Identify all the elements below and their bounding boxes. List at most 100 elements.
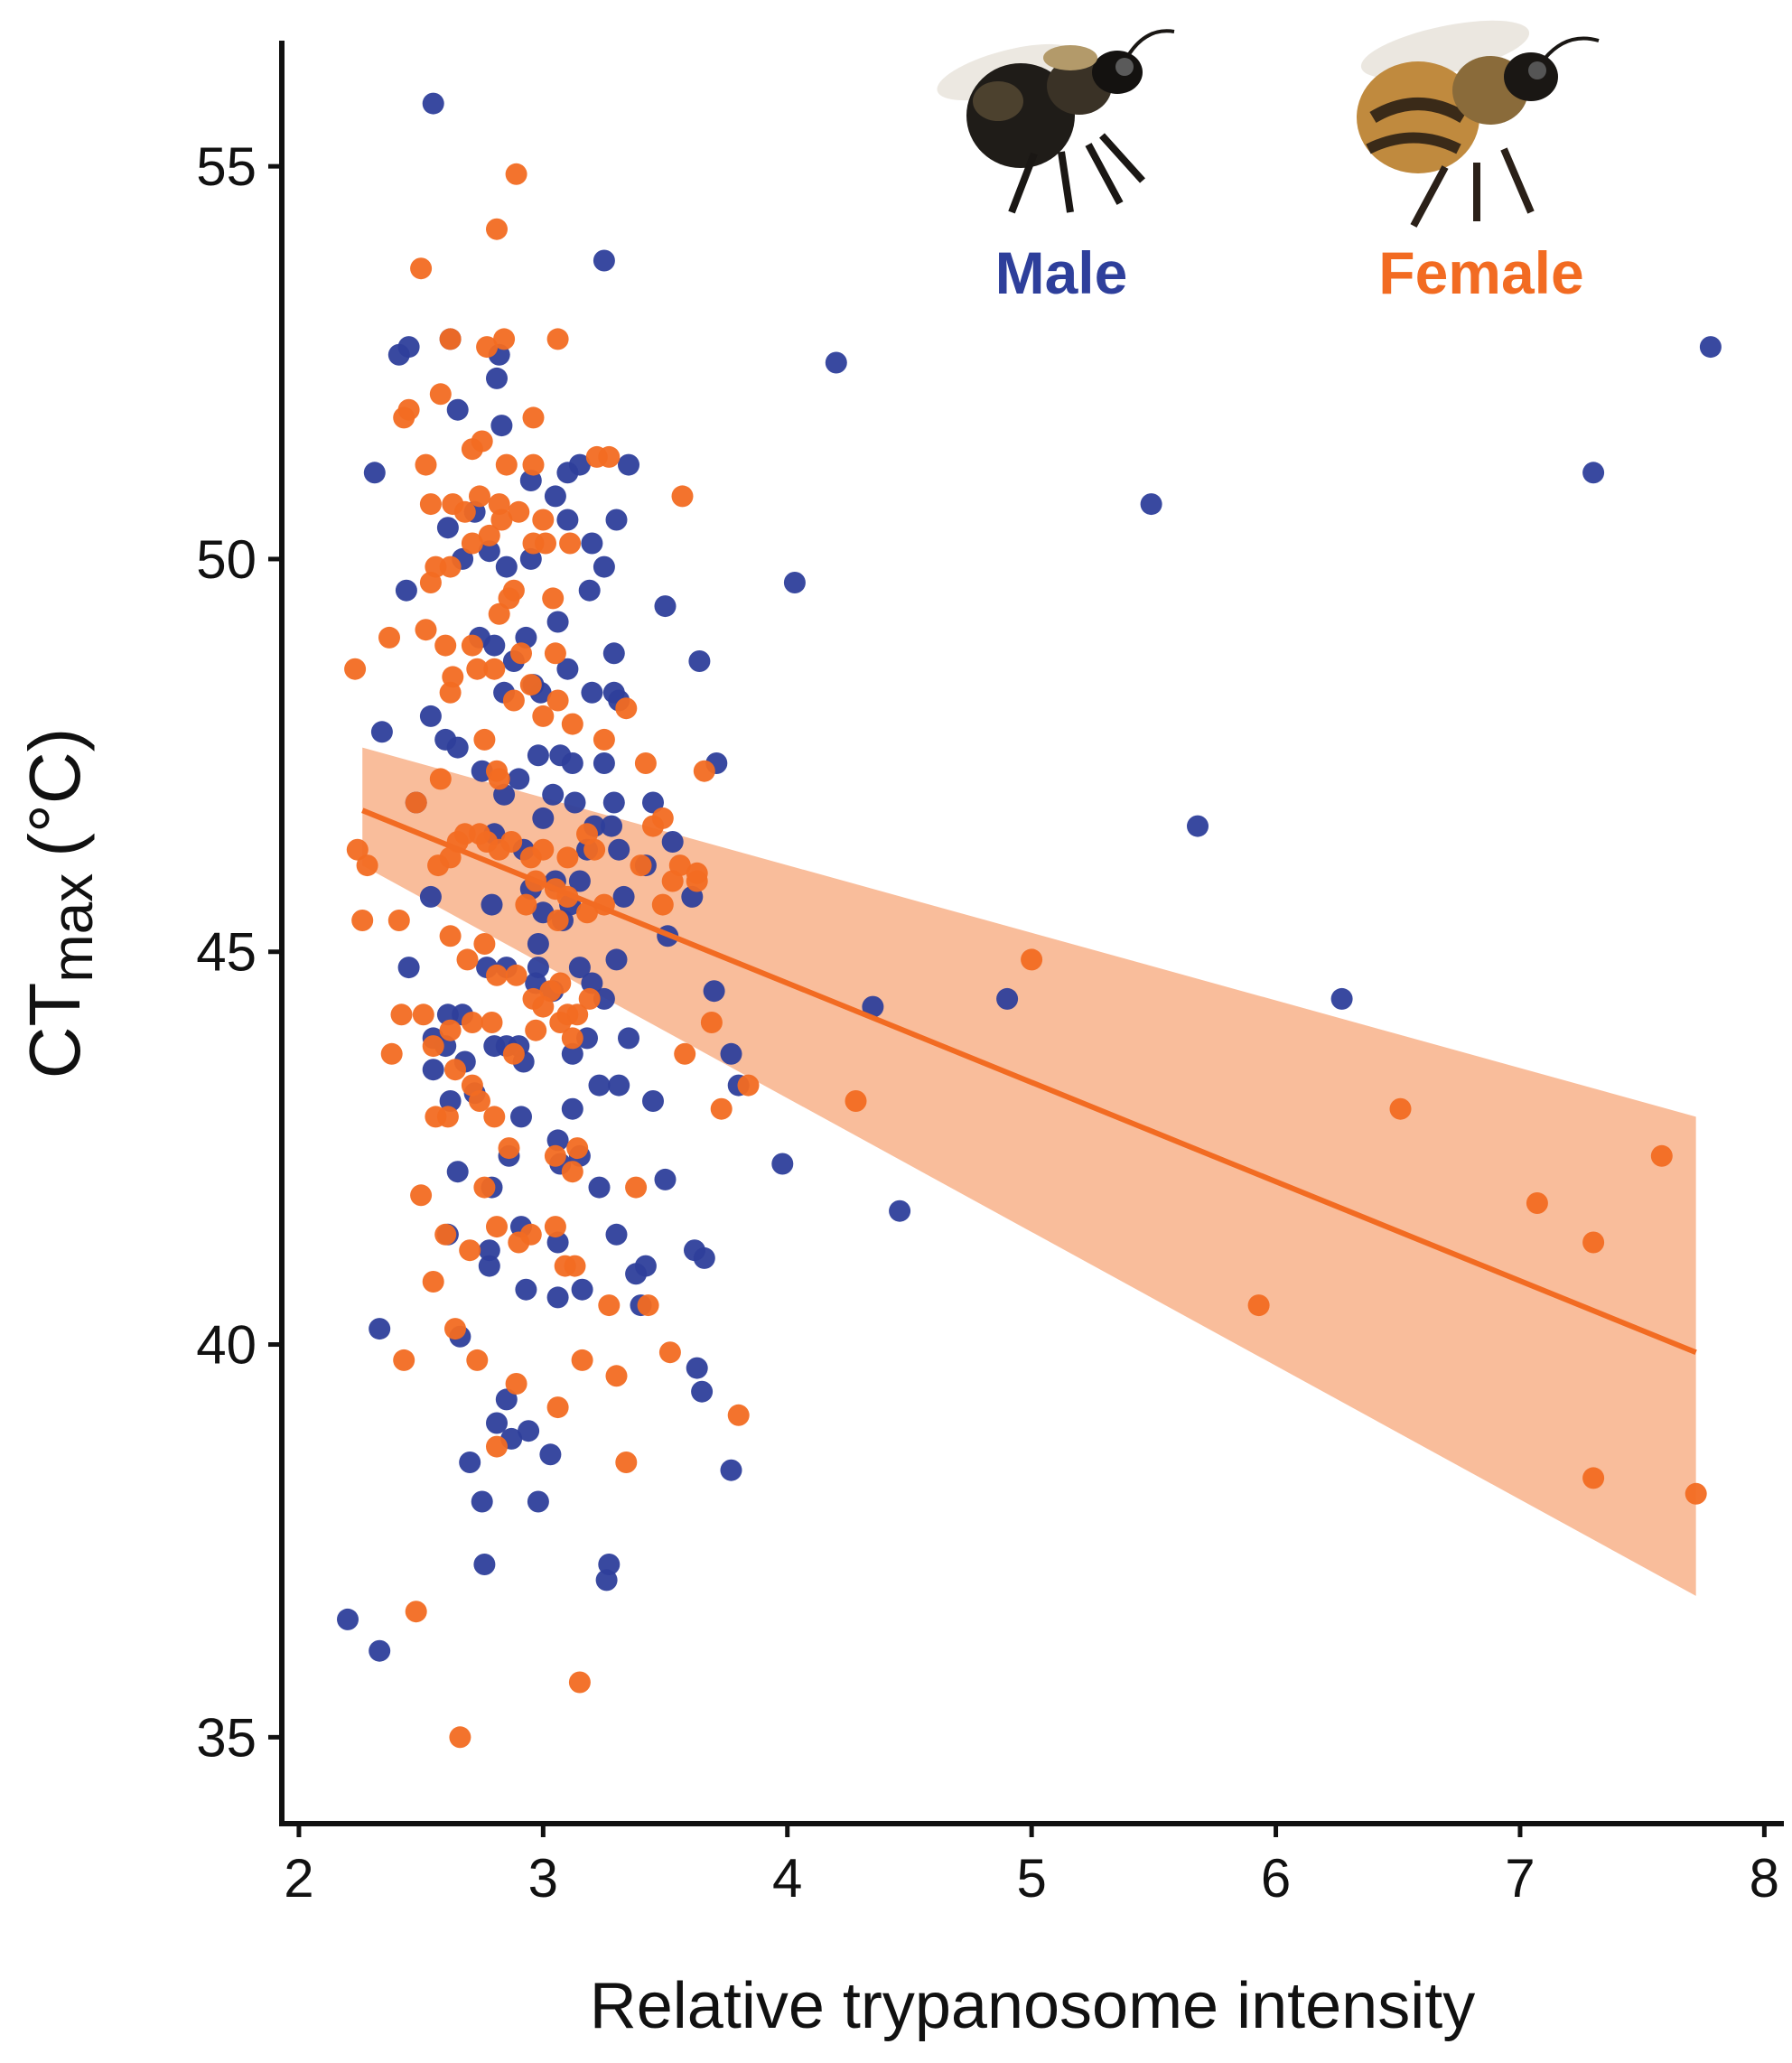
female-data-point [561,1161,583,1183]
female-data-point [535,532,556,555]
female-data-point [571,1349,593,1371]
male-data-point [369,1318,391,1340]
regression-line-layer [361,807,1697,1356]
female-data-point [546,1396,569,1419]
female-data-point [461,634,483,657]
female-data-point [483,658,506,680]
male-data-point [510,1106,532,1128]
female-data-point [378,626,400,649]
male-data-point [459,1452,481,1473]
female-data-point [434,634,457,657]
y-tick-label: 45 [196,922,257,983]
female-data-point [498,1137,520,1160]
female-data-point [390,1003,413,1026]
male-data-point [581,532,603,555]
confidence-band [362,747,1696,1596]
female-data-point [478,524,500,546]
female-data-point [1582,1231,1605,1254]
female-data-point [444,1318,466,1340]
legend: Male Female [937,20,1600,306]
male-data-point [478,540,500,563]
female-data-point [439,1019,462,1041]
female-data-point [483,1106,506,1128]
female-data-point [630,854,652,877]
female-data-point [476,336,499,359]
x-tick-label: 6 [1261,1848,1291,1909]
male-data-point [481,893,503,916]
female-data-point [461,1012,483,1033]
y-tick-label: 40 [196,1315,257,1376]
male-data-point [483,634,506,657]
female-data-point [466,1349,489,1371]
male-data-point [495,1388,518,1411]
male-data-point [564,791,586,814]
male-data-point [825,351,847,374]
male-data-point [561,752,583,774]
female-data-point [556,846,579,869]
female-data-point [500,831,523,853]
female-data-point [549,972,572,994]
female-data-point [493,328,516,350]
female-data-point [710,1097,733,1120]
female-data-point [469,823,490,845]
x-tick-label: 5 [1016,1848,1046,1909]
male-data-point [397,957,420,979]
male-data-point [556,462,579,484]
male-data-point [532,807,555,829]
male-data-point [602,642,625,665]
female-bee-image [1357,20,1600,228]
x-tick-label: 4 [772,1848,802,1909]
data-points-layer [337,92,1722,1749]
male-data-point [1187,815,1209,837]
female-data-point [532,705,555,727]
female-data-point [419,493,442,516]
female-data-point [1021,948,1043,971]
male-data-point [771,1153,794,1175]
female-data-point [515,893,537,916]
female-data-point [615,697,638,720]
y-tick-label: 55 [196,136,257,197]
male-data-point [654,1168,677,1190]
female-data-point [554,1255,576,1277]
female-data-point [486,964,508,986]
female-data-point [488,602,510,625]
female-data-point [561,1027,583,1050]
male-data-point [1699,336,1722,359]
male-data-point [618,1027,639,1050]
female-data-point [549,1012,572,1033]
female-data-point [471,430,493,453]
female-data-point [583,838,606,861]
male-data-point [608,838,630,861]
female-data-point [561,713,583,735]
male-data-point [473,1554,496,1575]
male-data-point [544,485,566,508]
female-data-point [661,870,684,892]
male-data-point [571,1278,593,1301]
male-data-point [515,1278,537,1301]
male-data-point [546,1286,569,1309]
female-data-point [473,1176,496,1199]
female-data-point [519,674,542,696]
female-data-point [542,587,565,610]
female-data-point [410,257,433,280]
confidence-band-layer [362,747,1696,1596]
male-data-point [688,650,711,672]
male-data-point [691,1380,714,1403]
female-data-point [466,658,489,680]
y-tick-label: 50 [196,529,257,590]
female-data-point [566,1137,589,1160]
female-data-point [658,1341,681,1364]
female-data-point [444,1059,466,1081]
male-data-point [578,579,601,602]
female-data-point [429,768,452,790]
female-data-point [642,815,664,837]
x-tick-label: 7 [1505,1848,1535,1909]
female-data-point [546,689,569,712]
y-axis-title: CTmax(°C) [14,728,105,1079]
female-data-point [634,752,657,774]
male-data-point [422,1059,444,1081]
male-bee-image [937,29,1175,214]
female-data-point [546,328,569,350]
female-data-point [415,619,437,641]
